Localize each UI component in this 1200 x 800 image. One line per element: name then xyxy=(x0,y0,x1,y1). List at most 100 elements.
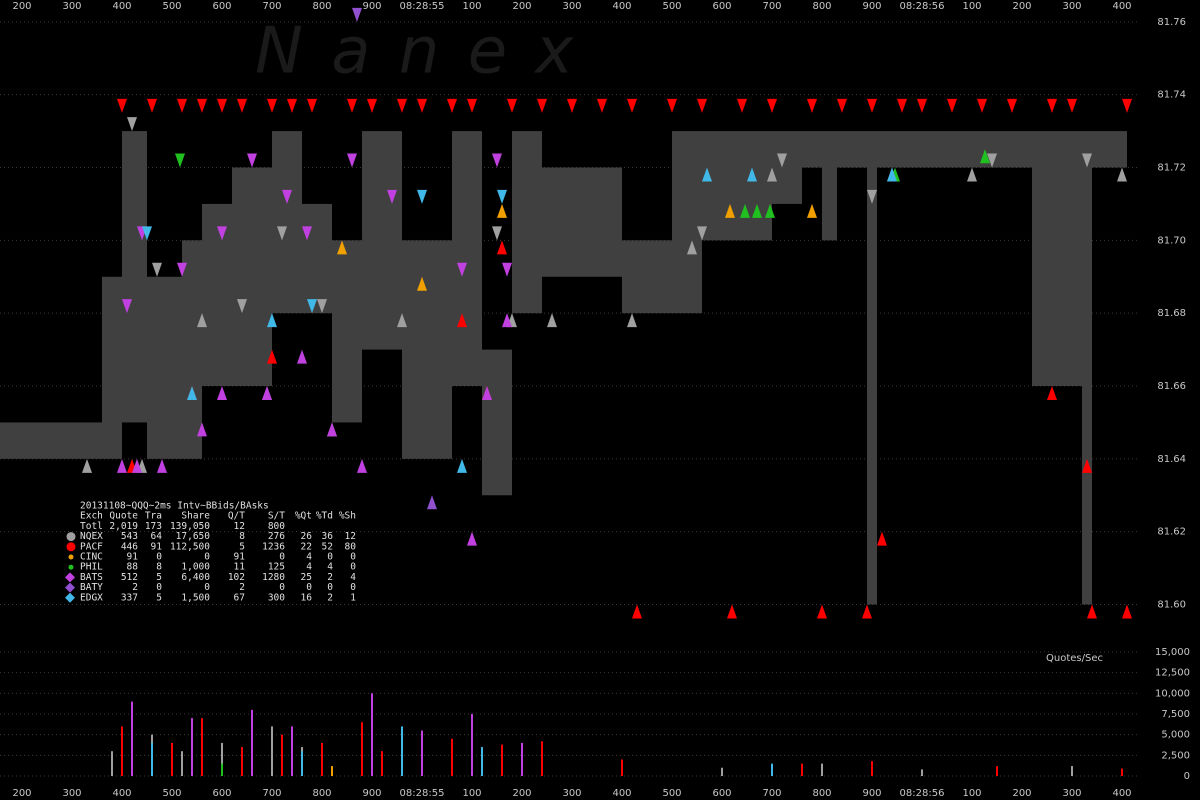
ask-marker xyxy=(237,98,247,113)
volume-tick-label: 2,500 xyxy=(1161,750,1190,761)
bid-marker xyxy=(980,149,990,164)
x-tick-label: 300 xyxy=(62,1,81,12)
table-cell: 6,400 xyxy=(181,572,210,583)
rate-bar xyxy=(271,726,273,776)
rate-bar xyxy=(771,763,773,776)
x-tick-label: 08:28:56 xyxy=(900,788,945,799)
ask-marker xyxy=(127,117,137,132)
rate-bar xyxy=(521,742,523,776)
table-cell: 5 xyxy=(239,541,245,552)
table-cell: 2 xyxy=(327,572,333,583)
x-tick-label: 500 xyxy=(162,1,181,12)
ask-marker xyxy=(537,98,547,113)
y-tick-label: 81.68 xyxy=(1157,308,1186,319)
bid-marker xyxy=(887,167,897,182)
nbbo-spread xyxy=(622,240,672,314)
bid-marker xyxy=(765,203,775,218)
ask-marker xyxy=(897,98,907,113)
table-cell: 0 xyxy=(279,552,285,563)
x-tick-label: 800 xyxy=(812,1,831,12)
bid-marker xyxy=(482,386,492,401)
nbbo-spread xyxy=(102,276,122,459)
table-cell: 91 xyxy=(151,541,163,552)
table-cell: 543 xyxy=(121,531,138,542)
rate-bar xyxy=(1071,766,1073,776)
ask-marker xyxy=(367,98,377,113)
x-tick-label: 900 xyxy=(862,1,881,12)
table-cell: 800 xyxy=(268,521,285,532)
bid-marker xyxy=(262,386,272,401)
legend-marker xyxy=(65,572,75,583)
table-cell: 0 xyxy=(279,582,285,593)
nbbo-spread xyxy=(202,203,232,387)
x-tick-label: 08:28:56 xyxy=(900,1,945,12)
volume-tick-label: 0 xyxy=(1184,771,1190,782)
table-cell: 2 xyxy=(132,582,138,593)
table-header: Tra xyxy=(145,511,162,522)
ask-marker xyxy=(1047,98,1057,113)
bid-marker xyxy=(817,604,827,619)
ask-marker xyxy=(302,226,312,241)
volume-tick-label: 15,000 xyxy=(1155,647,1190,658)
x-tick-label: 100 xyxy=(962,788,981,799)
ask-marker xyxy=(287,98,297,113)
rate-bar xyxy=(171,742,173,776)
table-cell: 1,000 xyxy=(181,562,210,573)
legend-label: BATY xyxy=(80,582,103,593)
legend-marker xyxy=(65,582,75,593)
bid-marker xyxy=(1047,386,1057,401)
ask-marker xyxy=(152,262,162,277)
nbbo-spread xyxy=(802,131,822,168)
rate-bar xyxy=(721,767,723,776)
legend-label: NQEX xyxy=(80,531,103,542)
nbbo-spread xyxy=(1092,131,1127,168)
bid-marker xyxy=(157,458,167,473)
ask-marker xyxy=(837,98,847,113)
table-title: 20131108~QQQ~2ms Intv~BBids/BAsks xyxy=(80,501,269,512)
rate-bar xyxy=(131,701,133,776)
table-cell: 36 xyxy=(322,531,334,542)
ask-marker xyxy=(1007,98,1017,113)
table-header: Share xyxy=(181,511,210,522)
rate-bar xyxy=(361,722,363,776)
nbbo-spread xyxy=(867,131,877,605)
table-cell: 0 xyxy=(350,562,356,573)
x-tick-label: 400 xyxy=(1112,1,1131,12)
table-cell: 67 xyxy=(234,592,245,603)
table-cell: 0 xyxy=(350,582,356,593)
x-tick-label: 08:28:55 xyxy=(400,788,445,799)
table-cell: 25 xyxy=(301,572,312,583)
table-cell: 0 xyxy=(156,582,162,593)
table-cell: 276 xyxy=(268,531,285,542)
bid-marker xyxy=(967,167,977,182)
x-tick-label: 900 xyxy=(362,788,381,799)
table-cell: 125 xyxy=(268,562,285,573)
table-cell: 12 xyxy=(345,531,356,542)
rate-bar xyxy=(371,693,373,776)
table-cell: 512 xyxy=(121,572,138,583)
rate-bar xyxy=(121,726,123,776)
nbbo-spread xyxy=(362,131,402,350)
bid-marker xyxy=(217,386,227,401)
ask-marker xyxy=(247,153,257,168)
bid-marker xyxy=(752,203,762,218)
ask-marker xyxy=(567,98,577,113)
ask-marker xyxy=(917,98,927,113)
x-tick-label: 800 xyxy=(312,1,331,12)
rate-bar xyxy=(281,734,283,776)
ask-marker xyxy=(492,153,502,168)
watermark: N a n e x xyxy=(255,15,577,89)
nbbo-spread xyxy=(332,240,362,423)
nbbo-spread xyxy=(272,131,302,314)
nbbo-spread xyxy=(837,131,867,168)
x-tick-label: 400 xyxy=(112,1,131,12)
bid-marker xyxy=(862,604,872,619)
y-tick-label: 81.62 xyxy=(1157,527,1186,538)
rate-bar xyxy=(381,751,383,776)
rate-bar xyxy=(331,766,333,776)
ask-marker xyxy=(417,189,427,204)
ask-marker xyxy=(737,98,747,113)
legend-label: BATS xyxy=(80,572,103,583)
bid-marker xyxy=(117,458,127,473)
